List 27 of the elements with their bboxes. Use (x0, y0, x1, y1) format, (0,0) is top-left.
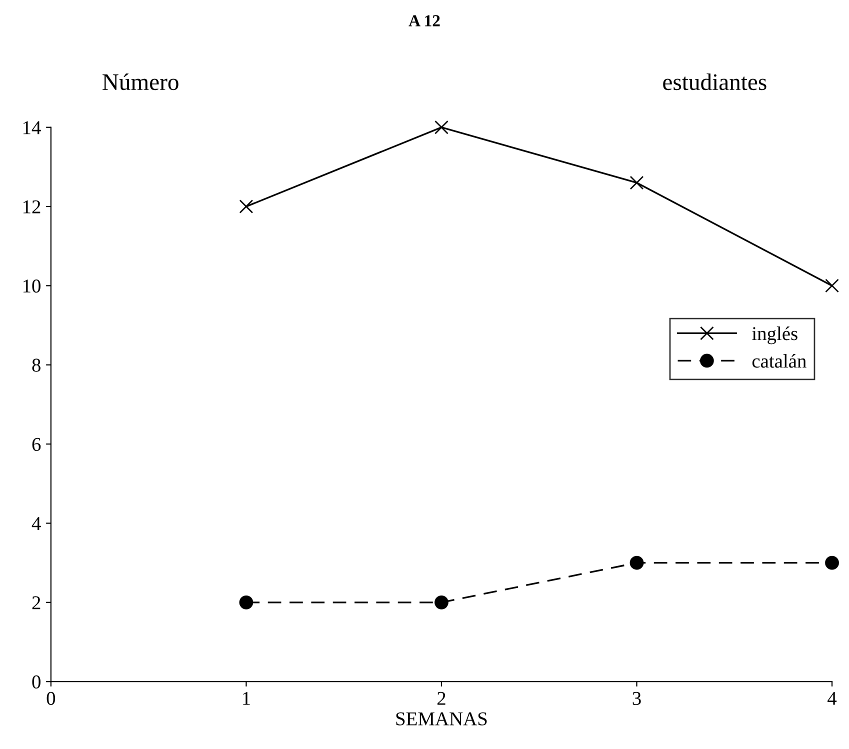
point (239, 200, 254, 214)
x-tick-label: 2 (437, 692, 446, 705)
point (825, 278, 839, 293)
point (239, 595, 254, 610)
y-tick-label: 10 (23, 280, 40, 293)
text: estudiantes (663, 73, 766, 90)
x-tick-label: 1 (243, 692, 250, 705)
legend-label: inglés (752, 326, 798, 344)
x-tick-label: 4 (828, 692, 837, 705)
point (825, 556, 839, 570)
point (630, 176, 644, 190)
x-tick-label: 3 (632, 692, 641, 705)
x-tick-label: 0 (46, 692, 56, 705)
legend-label: catalán (752, 354, 806, 368)
text: A 12 (408, 15, 440, 26)
y-tick-label: 14 (23, 121, 41, 134)
y-tick-label: 4 (32, 517, 41, 530)
chart-title: Número (102, 73, 178, 90)
point (630, 556, 644, 570)
x-axis-title: SEMANAS (396, 712, 487, 726)
point (434, 595, 448, 610)
y-tick-label: 0 (32, 675, 40, 689)
y-tick-label: 2 (32, 596, 40, 610)
point (434, 120, 448, 134)
y-tick-label: 12 (23, 200, 40, 214)
y-tick-label: 8 (32, 358, 40, 372)
y-tick-label: 6 (32, 438, 41, 451)
